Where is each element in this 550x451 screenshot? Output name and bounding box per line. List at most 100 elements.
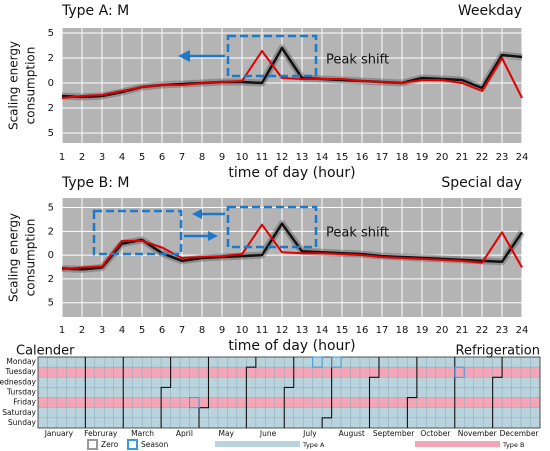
calendar-cell [501,366,512,378]
month-label: September [373,429,415,438]
calendar-cell [464,417,474,429]
calendar-cell [265,417,275,429]
calendar-cell [492,417,503,429]
calendar-cell [246,387,257,398]
calendar-cell [85,407,96,419]
calendar-cell [388,397,399,408]
calendar-cell [104,387,114,398]
arrowhead [192,209,202,219]
calendar-cell [331,397,342,408]
x-tick-label: 9 [219,152,225,163]
calendar-cell [331,377,342,388]
calendar-cell [189,387,200,398]
x-tick-label: 8 [199,152,205,163]
calendar-cell [104,397,114,408]
legend-label: Zero [101,440,119,449]
x-tick-label: 12 [276,152,289,163]
y-axis-label: Scaling energy [7,41,21,130]
calendar-cell [198,356,209,368]
y-tick-label: 2 [48,274,54,285]
chart-title: Type B: M [61,175,129,191]
calendar-cell [482,407,493,419]
calendar-cell [208,397,219,408]
x-tick-label: 7 [179,325,185,336]
calendar-cell [530,417,541,429]
calendar-cell [123,407,133,419]
calendar-cell [454,397,465,408]
calendar-cell [94,417,105,429]
calendar-cell [416,366,427,378]
calendar-cell [56,387,67,398]
calendar-cell [189,377,200,388]
x-tick-label: 15 [336,152,349,163]
calendar-cell [198,407,209,419]
calendar-cell [359,377,370,388]
calendar-cell [369,407,380,419]
calendar-cell [255,366,266,378]
calendar-cell [492,397,503,408]
calendar-cell [416,356,427,368]
calendar-cell [217,407,228,419]
calendar-cell [246,366,257,378]
calendar-cell [75,417,86,429]
calendar-cell [246,356,257,368]
x-tick-label: 24 [516,152,529,163]
row-label: Wednesday [0,377,37,386]
month-label: October [420,429,451,438]
calendar-cell [37,417,48,429]
season-cell [454,366,465,378]
calendar-cell [179,407,190,419]
calendar-cell [47,407,58,419]
x-tick-label: 6 [159,152,165,163]
calendar-cell [170,407,181,419]
calendar-cell [170,397,181,408]
calendar-cell [397,366,408,378]
legend-label: Season [141,440,168,449]
calendar-cell [312,407,323,419]
calendar-cell [151,356,162,368]
calendar-cell [160,387,171,398]
calendar-cell [530,397,541,408]
calendar-cell [426,397,437,408]
calendar-cell [426,366,437,378]
calendar-cell [56,417,67,429]
calendar-cell [350,417,361,429]
calendar-cell [416,397,427,408]
calendar-cell [454,366,465,378]
calendar-cell [350,377,361,388]
arrowhead [208,231,218,241]
calendar-cell [303,417,313,429]
calendar-cell [426,387,437,398]
calendar-cell [520,366,531,378]
calendar-cell [378,356,389,368]
calendar-cell [426,407,437,419]
calendar-cell [369,397,380,408]
calendar-cell [208,377,219,388]
calendar-cell [236,417,247,429]
month-label: November [458,429,498,438]
calendar-cell [293,417,304,429]
calendar-cell [454,356,465,368]
calendar-cell [511,407,522,419]
x-tick-label: 2 [79,325,85,336]
calendar-cell [160,377,171,388]
month-label: Februray [84,429,118,438]
calendar-cell [378,387,389,398]
calendar-cell [426,356,437,368]
arrowhead [178,50,190,62]
calendar-cell [141,366,152,378]
x-tick-label: 5 [139,152,145,163]
calendar-cell [511,356,522,368]
calendar-cell [66,356,77,368]
calendar-cell [321,377,332,388]
calendar-cell [198,366,209,378]
x-tick-label: 7 [179,152,185,163]
x-tick-label: 4 [119,325,125,336]
x-tick-label: 10 [236,152,249,163]
calendar-cell [501,397,512,408]
row-label: Sunday [8,418,37,427]
calendar-cell [179,377,190,388]
calendar-cell [236,377,247,388]
calendar-cell [227,407,238,419]
